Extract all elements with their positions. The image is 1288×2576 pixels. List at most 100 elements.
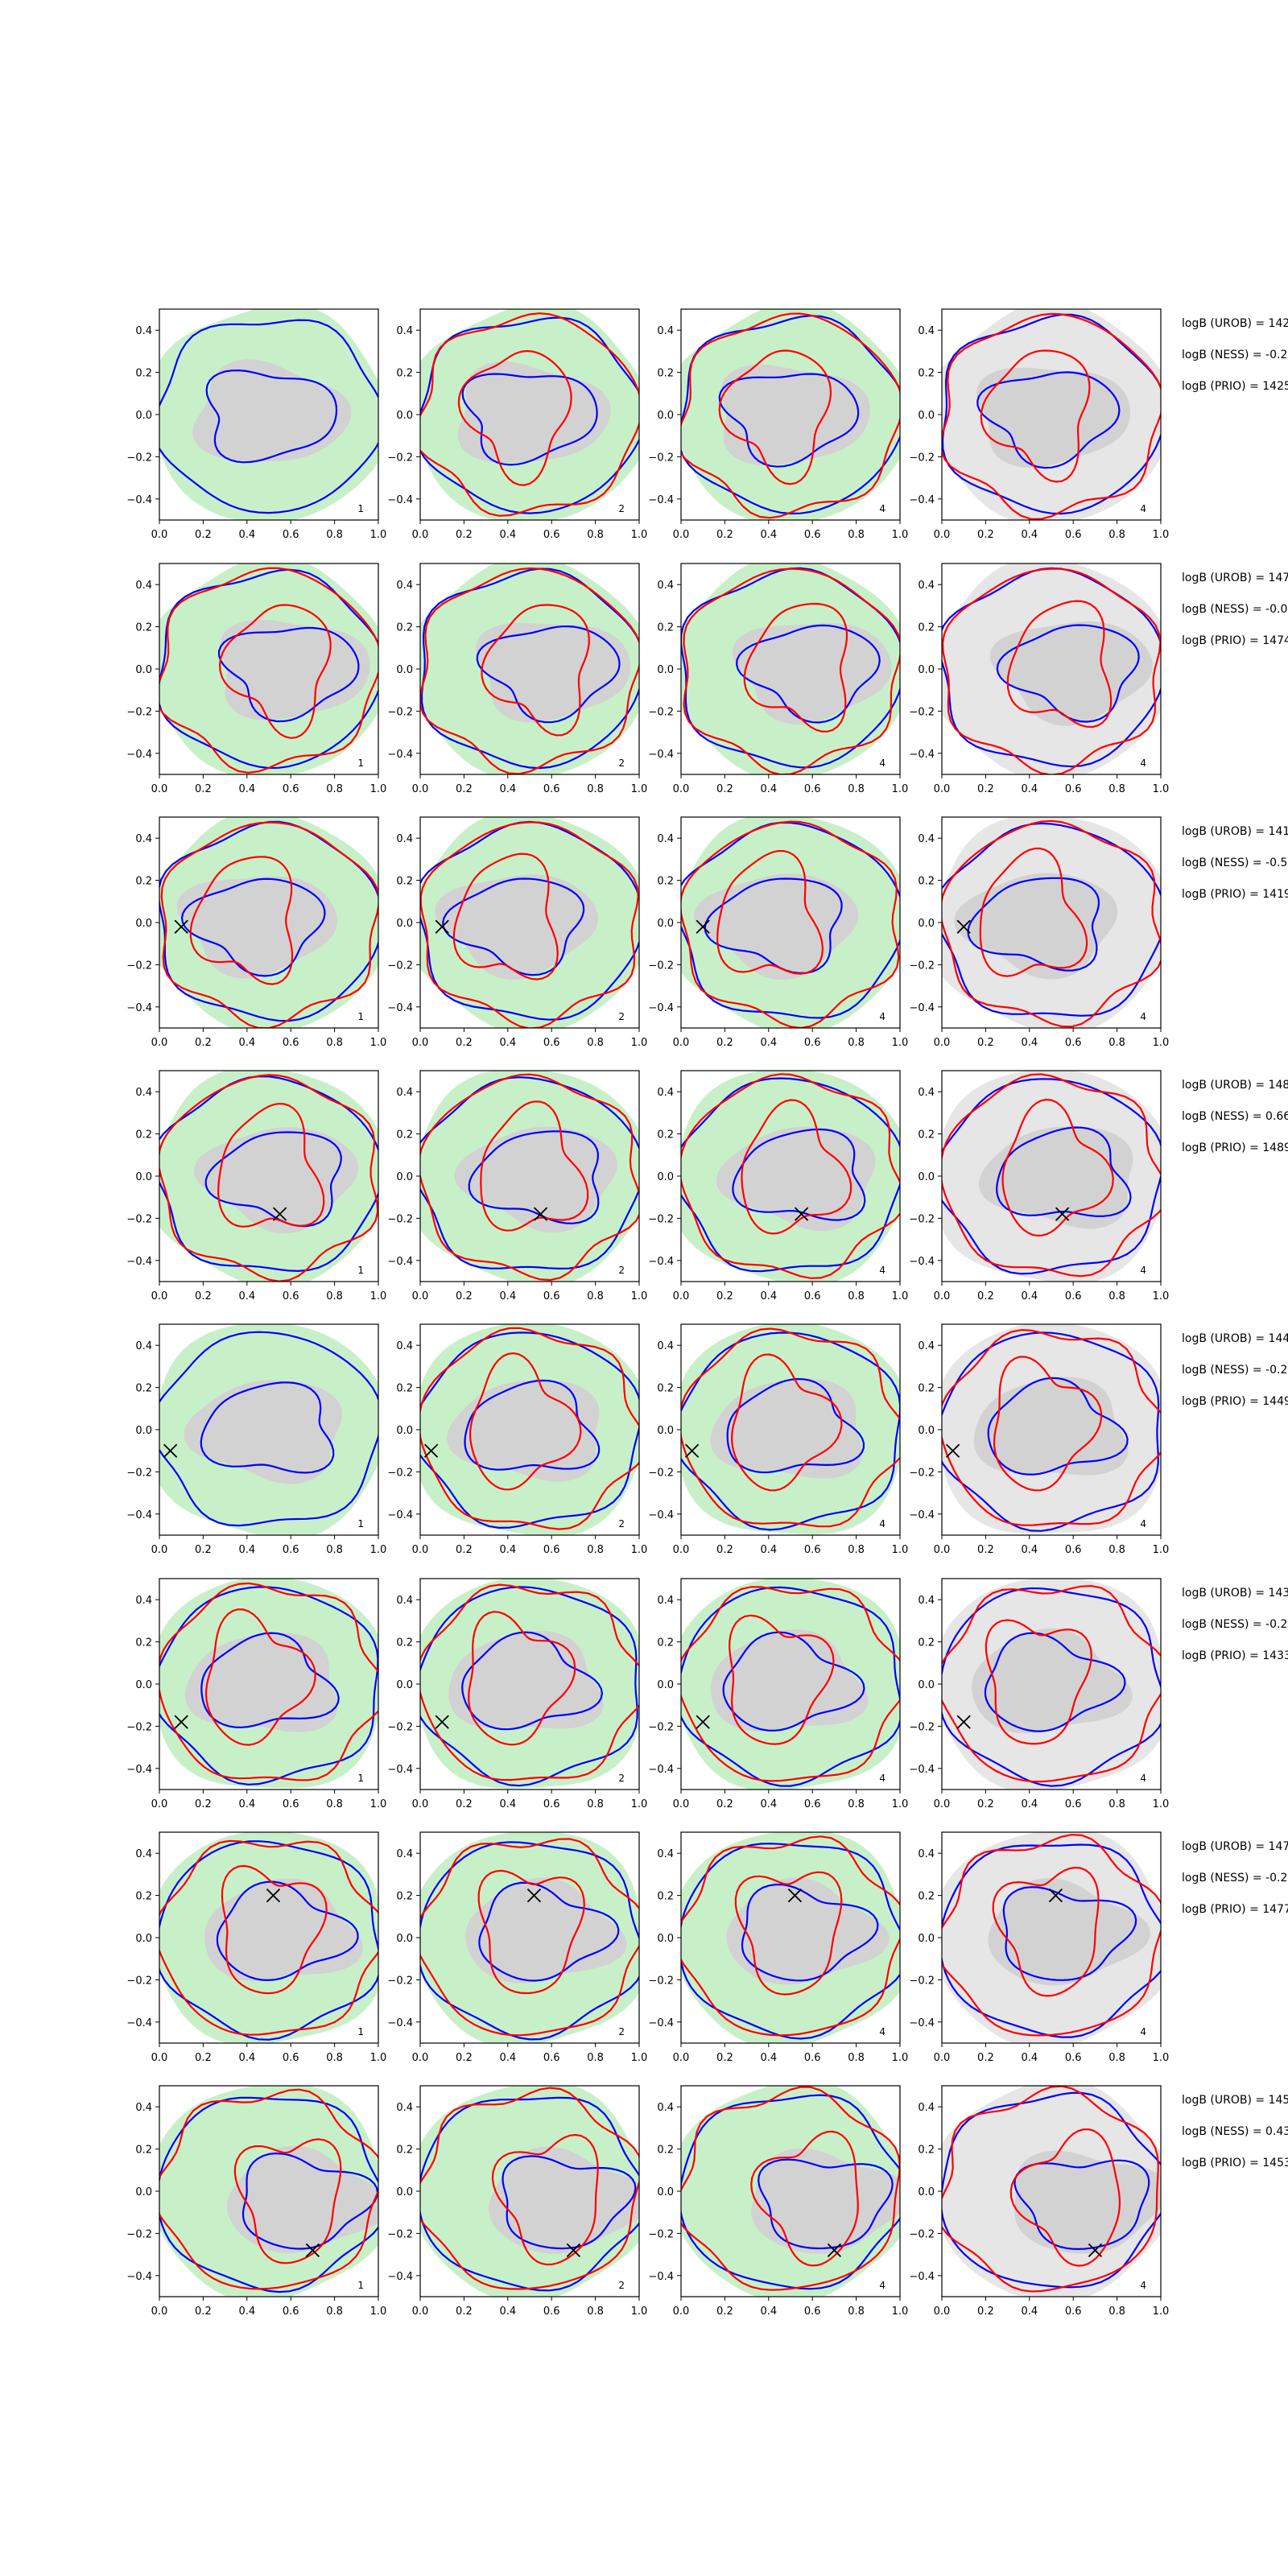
logb-annotation: logB (PRIO) = 1433 <box>1182 1649 1288 1662</box>
panel-r5-c1: 1 0.0 0.2 0.4 0.6 0.8 1.0 0.4 0.2 0.0 −0.2 −0.4 <box>126 1323 386 1556</box>
blue-contour-outer <box>681 1077 900 1273</box>
panel-label: 2 <box>618 2026 625 2037</box>
y-tick-label: 0.0 <box>396 918 413 930</box>
panel-r3-c4: 4 0.0 0.2 0.4 0.6 0.8 1.0 0.4 0.2 0.0 −0.2 −0.4 <box>909 816 1169 1049</box>
y-tick-label: 0.0 <box>657 918 674 930</box>
inner-density <box>204 1878 363 1982</box>
y-tick-label: 0.2 <box>918 622 935 634</box>
blue-contour-outer <box>420 1586 638 1787</box>
x-tick-label: 0.8 <box>1108 1037 1125 1049</box>
x-tick-label: 0.8 <box>326 783 343 795</box>
y-tick-label: −0.2 <box>648 960 674 972</box>
y-tick-label: 0.4 <box>918 1595 935 1607</box>
x-tick-label: 0.6 <box>283 2052 299 2064</box>
panel-r5-c3: 4 0.0 0.2 0.4 0.6 0.8 1.0 0.4 0.2 0.0 −0.2 −0.4 <box>648 1323 908 1556</box>
logb-annotation: logB (NESS) = -0.0 <box>1182 603 1287 616</box>
x-tick-label: 1.0 <box>892 1544 909 1556</box>
panel-label: 4 <box>1140 2026 1146 2037</box>
x-tick-label: 0.0 <box>412 529 429 541</box>
x-marker <box>956 1715 971 1729</box>
y-tick-label: 0.4 <box>396 1340 413 1352</box>
panel-r4-c3: 4 0.0 0.2 0.4 0.6 0.8 1.0 0.4 0.2 0.0 −0.2 −0.4 <box>648 1070 908 1302</box>
red-contour-outer <box>159 1839 378 2036</box>
logb-annotation: logB (NESS) = -0.2 <box>1182 1364 1287 1377</box>
x-tick-label: 0.4 <box>760 1544 777 1556</box>
panel-label: 4 <box>879 1011 886 1022</box>
x-tick-label: 1.0 <box>892 1037 909 1049</box>
panel-label: 4 <box>1140 1011 1146 1022</box>
y-tick-label: −0.4 <box>648 749 674 761</box>
x-marker <box>266 1888 281 1903</box>
x-tick-label: 0.8 <box>326 2306 343 2318</box>
y-tick-label: 0.0 <box>396 1679 413 1691</box>
inner-density <box>988 1878 1151 1986</box>
x-tick-label: 1.0 <box>1153 1798 1170 1810</box>
red-contour-inner <box>452 852 559 980</box>
red-contour-inner <box>980 349 1091 483</box>
y-tick-label: −0.2 <box>126 1975 152 1987</box>
y-tick-label: −0.4 <box>126 494 152 506</box>
x-tick-label: 0.4 <box>1021 2052 1038 2064</box>
y-tick-label: 0.2 <box>918 1637 935 1649</box>
blue-contour-outer <box>681 821 900 1019</box>
x-tick-label: 0.8 <box>1108 1290 1125 1302</box>
x-tick-label: 0.0 <box>151 1290 168 1302</box>
y-tick-label: 0.0 <box>657 1679 674 1691</box>
logb-annotation: logB (UROB) = 141 <box>1182 825 1288 838</box>
red-contour-inner <box>985 1619 1092 1745</box>
panel-r8-c3: 4 0.0 0.2 0.4 0.6 0.8 1.0 0.4 0.2 0.0 −0.2 −0.4 <box>648 2085 908 2318</box>
x-tick-label: 0.2 <box>716 1290 733 1302</box>
x-tick-label: 0.2 <box>456 1290 473 1302</box>
red-contour-outer <box>420 1073 639 1282</box>
panel-r6-c2: 2 0.0 0.2 0.4 0.6 0.8 1.0 0.4 0.2 0.0 −0.2 −0.4 <box>387 1578 647 1810</box>
panel-r6-c3: 4 0.0 0.2 0.4 0.6 0.8 1.0 0.4 0.2 0.0 −0.2 −0.4 <box>648 1578 908 1810</box>
blue-contour-inner <box>704 877 843 975</box>
inner-density <box>710 1378 863 1479</box>
y-tick-label: 0.0 <box>135 410 152 422</box>
blue-contour-outer <box>942 822 1161 1017</box>
blue-contour-outer <box>681 315 900 515</box>
y-tick-label: 0.4 <box>918 1087 935 1099</box>
red-contour-inner <box>992 1866 1100 1997</box>
red-contour-outer <box>681 1586 900 1782</box>
x-tick-label: 0.0 <box>934 1037 951 1049</box>
blue-contour-inner <box>726 1377 865 1474</box>
inner-density <box>726 1877 890 1985</box>
x-tick-label: 0.8 <box>587 1544 604 1556</box>
x-tick-label: 0.6 <box>283 1037 299 1049</box>
red-contour-outer <box>681 312 900 519</box>
blue-contour-inner <box>478 1881 620 1982</box>
panel-label: 2 <box>618 1773 625 1784</box>
red-contour-inner <box>457 349 572 486</box>
x-tick-label: 0.6 <box>804 783 821 795</box>
y-tick-label: 0.2 <box>657 1129 674 1141</box>
logb-annotation: logB (NESS) = -0.5 <box>1182 857 1287 869</box>
x-tick-label: 0.0 <box>934 529 951 541</box>
y-tick-label: −0.4 <box>909 2017 935 2029</box>
panel-label: 2 <box>618 2280 625 2291</box>
y-tick-label: 0.2 <box>396 1383 413 1395</box>
x-tick-label: 1.0 <box>631 1290 648 1302</box>
blue-contour-inner <box>1002 1886 1137 1981</box>
x-tick-label: 0.6 <box>543 1544 560 1556</box>
x-tick-label: 0.8 <box>326 1798 343 1810</box>
y-tick-label: −0.2 <box>387 1467 413 1479</box>
blue-contour-outer <box>420 1841 639 2041</box>
y-tick-label: 0.0 <box>396 1171 413 1183</box>
y-tick-label: 0.2 <box>657 368 674 380</box>
blue-contour-inner <box>732 1128 866 1221</box>
y-tick-label: 0.4 <box>657 1595 674 1607</box>
x-tick-label: 0.8 <box>1108 529 1125 541</box>
x-tick-label: 0.6 <box>1065 1798 1082 1810</box>
blue-contour-outer <box>420 1331 639 1530</box>
y-tick-label: −0.4 <box>648 1256 674 1268</box>
x-tick-label: 0.4 <box>499 2306 516 2318</box>
x-tick-label: 0.4 <box>1021 1544 1038 1556</box>
x-tick-label: 0.8 <box>1108 2306 1125 2318</box>
y-tick-label: 0.0 <box>396 1425 413 1437</box>
x-marker <box>684 1443 700 1458</box>
x-tick-label: 0.4 <box>238 529 255 541</box>
x-tick-label: 0.0 <box>934 1290 951 1302</box>
logb-annotation: logB (PRIO) = 1419 <box>1182 888 1288 901</box>
blue-contour-inner <box>216 1880 359 1982</box>
